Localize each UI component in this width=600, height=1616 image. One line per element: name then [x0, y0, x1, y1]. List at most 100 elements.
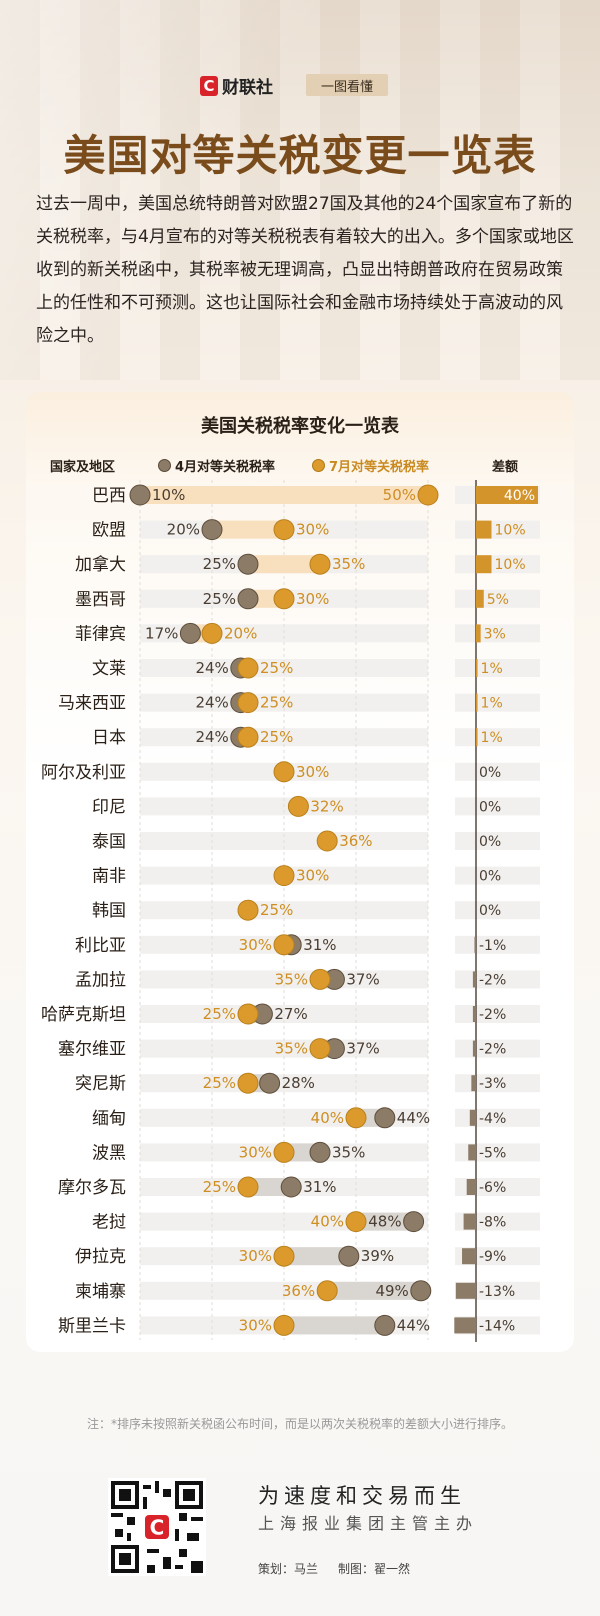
diff-bar [472, 971, 476, 988]
april-dot [338, 1245, 360, 1267]
july-value-label: 30% [239, 1143, 272, 1161]
april-dot [179, 622, 201, 644]
diff-value-label: 0% [479, 869, 501, 885]
brand-name: 财联社 [222, 78, 273, 98]
july-dot [287, 795, 309, 817]
april-value-label: 31% [303, 1178, 336, 1196]
july-value-label: 50% [383, 486, 416, 504]
diff-value-label: -2% [479, 972, 506, 988]
legend-july: 7月对等关税税率 [312, 456, 429, 475]
country-label: 阿尔及利亚 [41, 763, 126, 783]
diff-value-label: -4% [479, 1111, 506, 1127]
diff-bar [476, 624, 481, 643]
country-label: 韩国 [92, 901, 126, 921]
april-value-label: 37% [346, 1040, 379, 1058]
diff-bar [462, 1248, 476, 1265]
legend-july-label: 7月对等关税税率 [329, 460, 430, 475]
july-value-label: 40% [311, 1213, 344, 1231]
country-label: 印尼 [92, 797, 126, 817]
diff-value-label: 1% [481, 661, 503, 677]
legend-april: 4月对等关税税率 [158, 456, 275, 475]
chart-title: 美国关税税率变化一览表 [201, 416, 399, 437]
page-title: 美国对等关税变更一览表 [63, 131, 537, 180]
july-dot [273, 1314, 295, 1336]
diff-value-label: -1% [479, 938, 506, 954]
range-band [327, 1281, 421, 1300]
diff-value-label: -9% [479, 1249, 506, 1265]
april-value-label: 44% [397, 1316, 430, 1334]
diff-value-label: 0% [479, 834, 501, 850]
july-dot [237, 1072, 259, 1094]
diff-bar [472, 1006, 476, 1022]
country-label: 加拿大 [75, 554, 126, 575]
range-band [212, 520, 284, 539]
sub-slogan: 上海报业集团主管主办 [258, 1514, 479, 1533]
july-value-label: 20% [224, 624, 257, 642]
diff-bar [468, 1144, 476, 1161]
diff-value-label: -6% [479, 1180, 506, 1196]
july-value-label: 30% [239, 936, 272, 954]
tag-label: 一图看懂 [306, 74, 388, 96]
april-value-label: 35% [332, 1143, 365, 1161]
country-label: 斯里兰卡 [58, 1316, 126, 1336]
july-dot [237, 899, 259, 921]
april-value-label: 10% [152, 486, 185, 504]
country-label: 利比亚 [75, 936, 126, 956]
background-image [0, 0, 600, 380]
april-dot [237, 553, 259, 575]
country-label: 泰国 [92, 832, 126, 852]
diff-value-label: 10% [495, 557, 526, 573]
country-label: 南非 [92, 867, 126, 887]
april-value-label: 28% [282, 1074, 315, 1092]
april-dot [374, 1314, 396, 1336]
range-band [284, 1316, 385, 1335]
april-dot [403, 1211, 425, 1233]
footnote: 注：*排序未按照新关税函公布时间，而是以两次关税税率的差额大小进行排序。 [86, 1417, 513, 1431]
july-dot [316, 1280, 338, 1302]
july-dot [309, 968, 331, 990]
july-dot [237, 692, 259, 714]
legend-april-dot-icon [158, 459, 171, 472]
country-label: 伊拉克 [75, 1247, 126, 1267]
july-value-label: 36% [282, 1282, 315, 1300]
diff-bar [455, 1282, 476, 1299]
diff-bar [476, 589, 484, 608]
july-dot [345, 1107, 367, 1129]
april-dot [309, 1141, 331, 1163]
diff-bar [474, 936, 476, 953]
july-value-label: 25% [203, 1074, 236, 1092]
july-dot [237, 1003, 259, 1025]
svg-text:C: C [150, 1516, 165, 1540]
april-dot [237, 588, 259, 610]
diff-bar [476, 555, 492, 574]
country-label: 波黑 [92, 1143, 126, 1163]
country-label: 日本 [92, 728, 126, 748]
july-value-label: 30% [239, 1316, 272, 1334]
april-value-label: 48% [368, 1213, 401, 1231]
july-dot [417, 484, 439, 506]
july-value-label: 32% [310, 797, 343, 815]
diff-value-label: -14% [479, 1318, 515, 1334]
slogan: 为速度和交易而生 [258, 1484, 466, 1508]
diff-bar [454, 1317, 476, 1334]
april-value-label: 44% [397, 1109, 430, 1127]
country-label: 老挝 [92, 1213, 126, 1233]
april-value-label: 49% [375, 1282, 408, 1300]
july-dot [273, 1245, 295, 1267]
country-label: 柬埔寨 [75, 1282, 126, 1302]
july-value-label: 30% [296, 521, 329, 539]
april-value-label: 25% [203, 590, 236, 608]
july-dot [316, 830, 338, 852]
diff-bar [472, 1040, 476, 1057]
diff-bar [466, 1179, 476, 1195]
country-label: 摩尔多瓦 [58, 1178, 126, 1198]
diff-value-label: 1% [481, 696, 503, 712]
diff-value-label: 0% [479, 799, 501, 815]
july-value-label: 40% [311, 1109, 344, 1127]
april-dot [374, 1107, 396, 1129]
april-value-label: 27% [274, 1005, 307, 1023]
country-label: 文莱 [92, 659, 126, 679]
diff-value-label: 0% [479, 903, 501, 919]
july-value-label: 30% [296, 763, 329, 781]
